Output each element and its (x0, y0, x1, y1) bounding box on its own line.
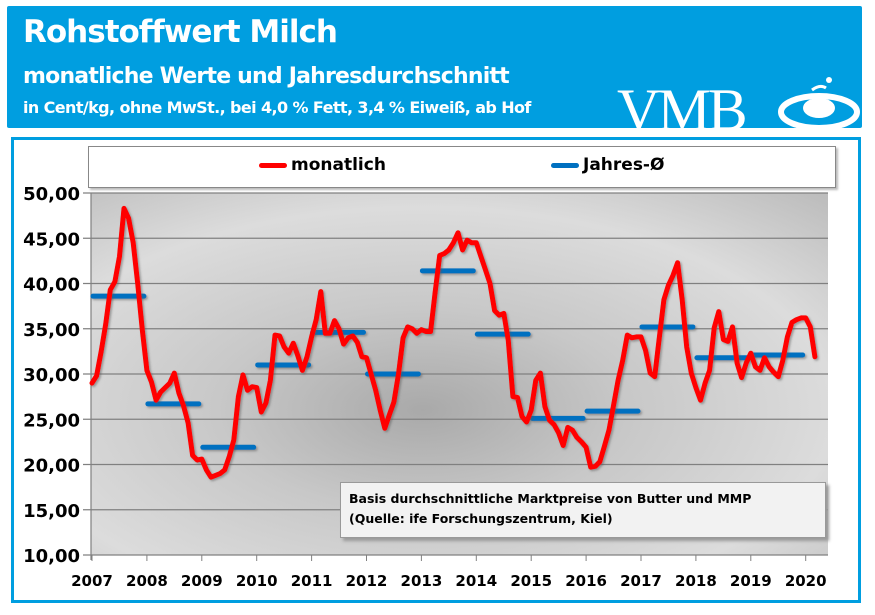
y-tick-label: 50,00 (23, 184, 80, 205)
x-tick-label: 2020 (785, 572, 827, 590)
logo-drop-icon (803, 98, 835, 118)
x-tick-label: 2007 (71, 572, 113, 590)
annotation-line-2: (Quelle: ife Forschungszentrum, Kiel) (349, 511, 613, 526)
y-tick-label: 10,00 (23, 546, 80, 567)
x-tick-label: 2018 (675, 572, 717, 590)
legend-swatch-blue (551, 162, 579, 168)
chart-subtitle: monatliche Werte und Jahresdurchschnitt (23, 64, 510, 89)
y-tick-label: 25,00 (23, 410, 80, 431)
chart-title: Rohstoffwert Milch (23, 14, 338, 50)
header-banner: Rohstoffwert Milch monatliche Werte und … (7, 6, 862, 134)
y-tick-label: 15,00 (23, 501, 80, 522)
legend: monatlich Jahres-Ø (88, 146, 836, 188)
y-tick-label: 35,00 (23, 320, 80, 341)
logo-swoosh-icon (778, 93, 860, 131)
logo-text: VMB (617, 77, 746, 134)
unit-note: in Cent/kg, ohne MwSt., bei 4,0 % Fett, … (23, 98, 531, 117)
y-tick-label: 40,00 (23, 275, 80, 296)
legend-item-monthly: monatlich (259, 155, 386, 175)
x-tick-label: 2017 (620, 572, 662, 590)
annotation-line-1: Basis durchschnittliche Marktpreise von … (349, 491, 752, 506)
x-tick-label: 2014 (455, 572, 497, 590)
x-tick-label: 2015 (510, 572, 552, 590)
x-tick-label: 2010 (236, 572, 278, 590)
x-tick-label: 2013 (401, 572, 443, 590)
x-tick-label: 2008 (126, 572, 168, 590)
y-tick-label: 30,00 (23, 365, 80, 386)
legend-swatch-red (259, 162, 287, 168)
legend-item-annual: Jahres-Ø (551, 155, 664, 175)
legend-label: monatlich (291, 155, 386, 175)
x-tick-label: 2012 (346, 572, 388, 590)
x-tick-label: 2009 (181, 572, 223, 590)
x-tick-label: 2011 (291, 572, 333, 590)
source-annotation: Basis durchschnittliche Marktpreise von … (340, 482, 826, 538)
y-tick-label: 45,00 (23, 229, 80, 250)
y-tick-label: 20,00 (23, 456, 80, 477)
legend-label: Jahres-Ø (583, 155, 665, 175)
x-tick-label: 2019 (730, 572, 772, 590)
vmb-logo: VMB (617, 77, 860, 134)
x-tick-label: 2016 (565, 572, 607, 590)
